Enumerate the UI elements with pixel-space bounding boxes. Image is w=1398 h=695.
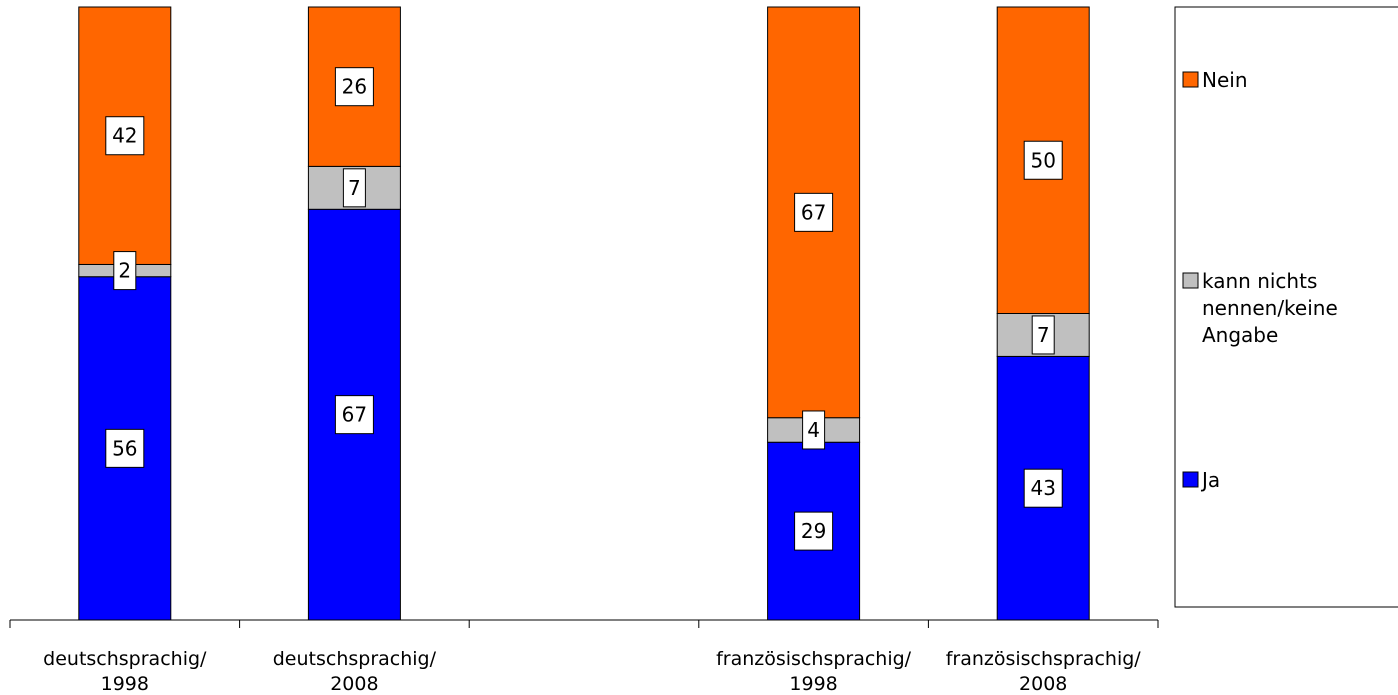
data-label-kann-nichts-nennen-keine-angabe-3: 4 (807, 418, 820, 442)
data-label-box-kann-nichts-nennen-keine-angabe-4 (1031, 315, 1055, 355)
legend: Nein kann nichts nennen/keine Angabe Ja (1174, 6, 1398, 608)
data-label-box-nein-1 (334, 67, 374, 107)
category-label-1: deutschsprachig/2008 (273, 648, 437, 695)
legend-frame (1174, 6, 1398, 608)
data-labels: 56 2 42 67 7 26 29 4 67 43 7 50 (105, 67, 1063, 551)
data-label-box-ja-3 (794, 511, 834, 551)
category-label-3: französischsprachig/1998 (716, 648, 912, 695)
data-label-nein-1: 26 (342, 75, 367, 99)
data-label-nein-0: 42 (112, 124, 137, 148)
data-label-box-nein-0 (105, 116, 145, 156)
data-label-ja-0: 56 (112, 436, 137, 460)
data-label-box-kann-nichts-nennen-keine-angabe-0 (113, 251, 137, 291)
category-label-4: französischsprachig/2008 (946, 648, 1142, 695)
data-label-nein-4: 50 (1030, 148, 1055, 172)
data-label-box-nein-4 (1023, 140, 1063, 180)
category-labels: deutschsprachig/1998 deutschsprachig/2008… (43, 648, 1141, 695)
data-label-ja-1: 67 (342, 403, 367, 427)
legend-label-kann-nichts-nennen-keine-angabe: kann nichts nennen/keine Angabe (1202, 269, 1338, 347)
legend-swatch-ja (1182, 471, 1199, 488)
data-label-box-kann-nichts-nennen-keine-angabe-3 (802, 410, 826, 450)
legend-label-ja: Ja (1200, 468, 1220, 492)
x-axis (9, 619, 1159, 628)
bars-layer (78, 6, 1090, 621)
data-label-kann-nichts-nennen-keine-angabe-1: 7 (348, 176, 361, 200)
data-label-box-ja-4 (1023, 468, 1063, 508)
data-label-ja-3: 29 (801, 519, 826, 543)
data-label-box-ja-1 (334, 395, 374, 435)
data-label-kann-nichts-nennen-keine-angabe-4: 7 (1037, 323, 1050, 347)
category-label-0: deutschsprachig/1998 (43, 648, 207, 695)
data-label-box-ja-0 (105, 428, 145, 468)
legend-swatch-nein (1182, 71, 1199, 88)
data-label-ja-4: 43 (1030, 476, 1055, 500)
legend-label-nein: Nein (1202, 68, 1248, 92)
legend-swatch-kann-nichts-nennen-keine-angabe (1182, 272, 1199, 289)
data-label-kann-nichts-nennen-keine-angabe-0: 2 (118, 259, 131, 283)
data-label-box-nein-3 (794, 192, 834, 232)
data-label-nein-3: 67 (801, 200, 826, 224)
data-label-box-kann-nichts-nennen-keine-angabe-1 (342, 168, 366, 208)
